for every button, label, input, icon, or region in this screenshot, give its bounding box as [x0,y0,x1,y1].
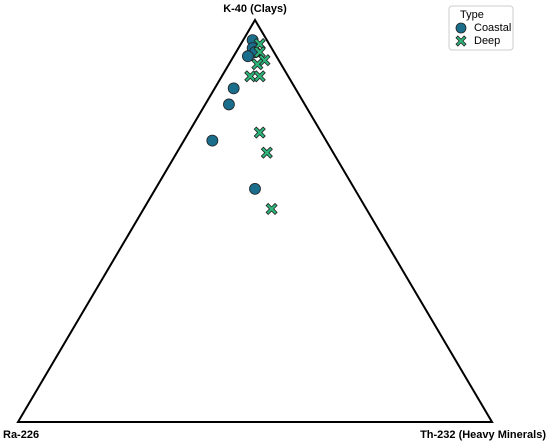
data-point [249,182,261,195]
legend-label: Coastal [474,22,511,34]
top-corner-label: K-40 (Clays) [223,3,287,15]
data-point [241,50,254,63]
left-corner-label: Ra-226 [3,429,39,441]
data-point [227,82,240,95]
data-point [251,58,264,71]
right-corner-label: Th-232 (Heavy Minerals) [420,429,546,441]
legend-marker [455,22,467,34]
data-point [206,134,219,147]
legend-title: Type [460,9,484,21]
data-point [265,202,278,216]
triangle [16,18,494,423]
legend-label: Deep [474,35,500,47]
data-point [244,70,257,83]
data-point [260,146,273,159]
data-point [253,70,266,83]
legend-marker [455,35,467,47]
data-point [253,126,266,139]
data-point [223,98,235,111]
